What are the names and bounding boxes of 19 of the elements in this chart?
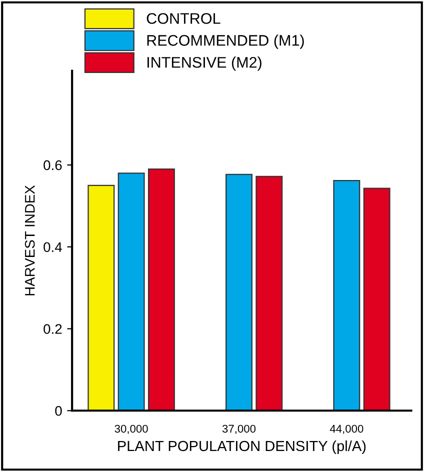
x-tick-label: 44,000 — [330, 424, 364, 434]
x-axis-title: PLANT POPULATION DENSITY (pl/A) — [118, 440, 366, 454]
y-tick-label: 0.4 — [44, 242, 62, 252]
legend-label: RECOMMENDED (M1) — [147, 34, 304, 49]
bar — [118, 172, 145, 411]
bar — [256, 176, 283, 411]
bar — [148, 168, 175, 411]
y-axis-title: HARVEST INDEX — [24, 185, 35, 296]
y-tick-label: 0 — [55, 406, 62, 416]
legend-label: INTENSIVE (M2) — [147, 56, 262, 71]
bar — [333, 180, 360, 411]
x-tick-label: 37,000 — [222, 424, 256, 434]
y-tick-label: 0.6 — [44, 160, 62, 170]
bar — [363, 188, 390, 411]
bar — [88, 184, 115, 411]
x-tick-label: 30,000 — [114, 424, 148, 434]
legend-label: CONTROL — [146, 13, 220, 24]
bar — [226, 174, 252, 411]
y-tick-label: 0.2 — [44, 324, 62, 334]
